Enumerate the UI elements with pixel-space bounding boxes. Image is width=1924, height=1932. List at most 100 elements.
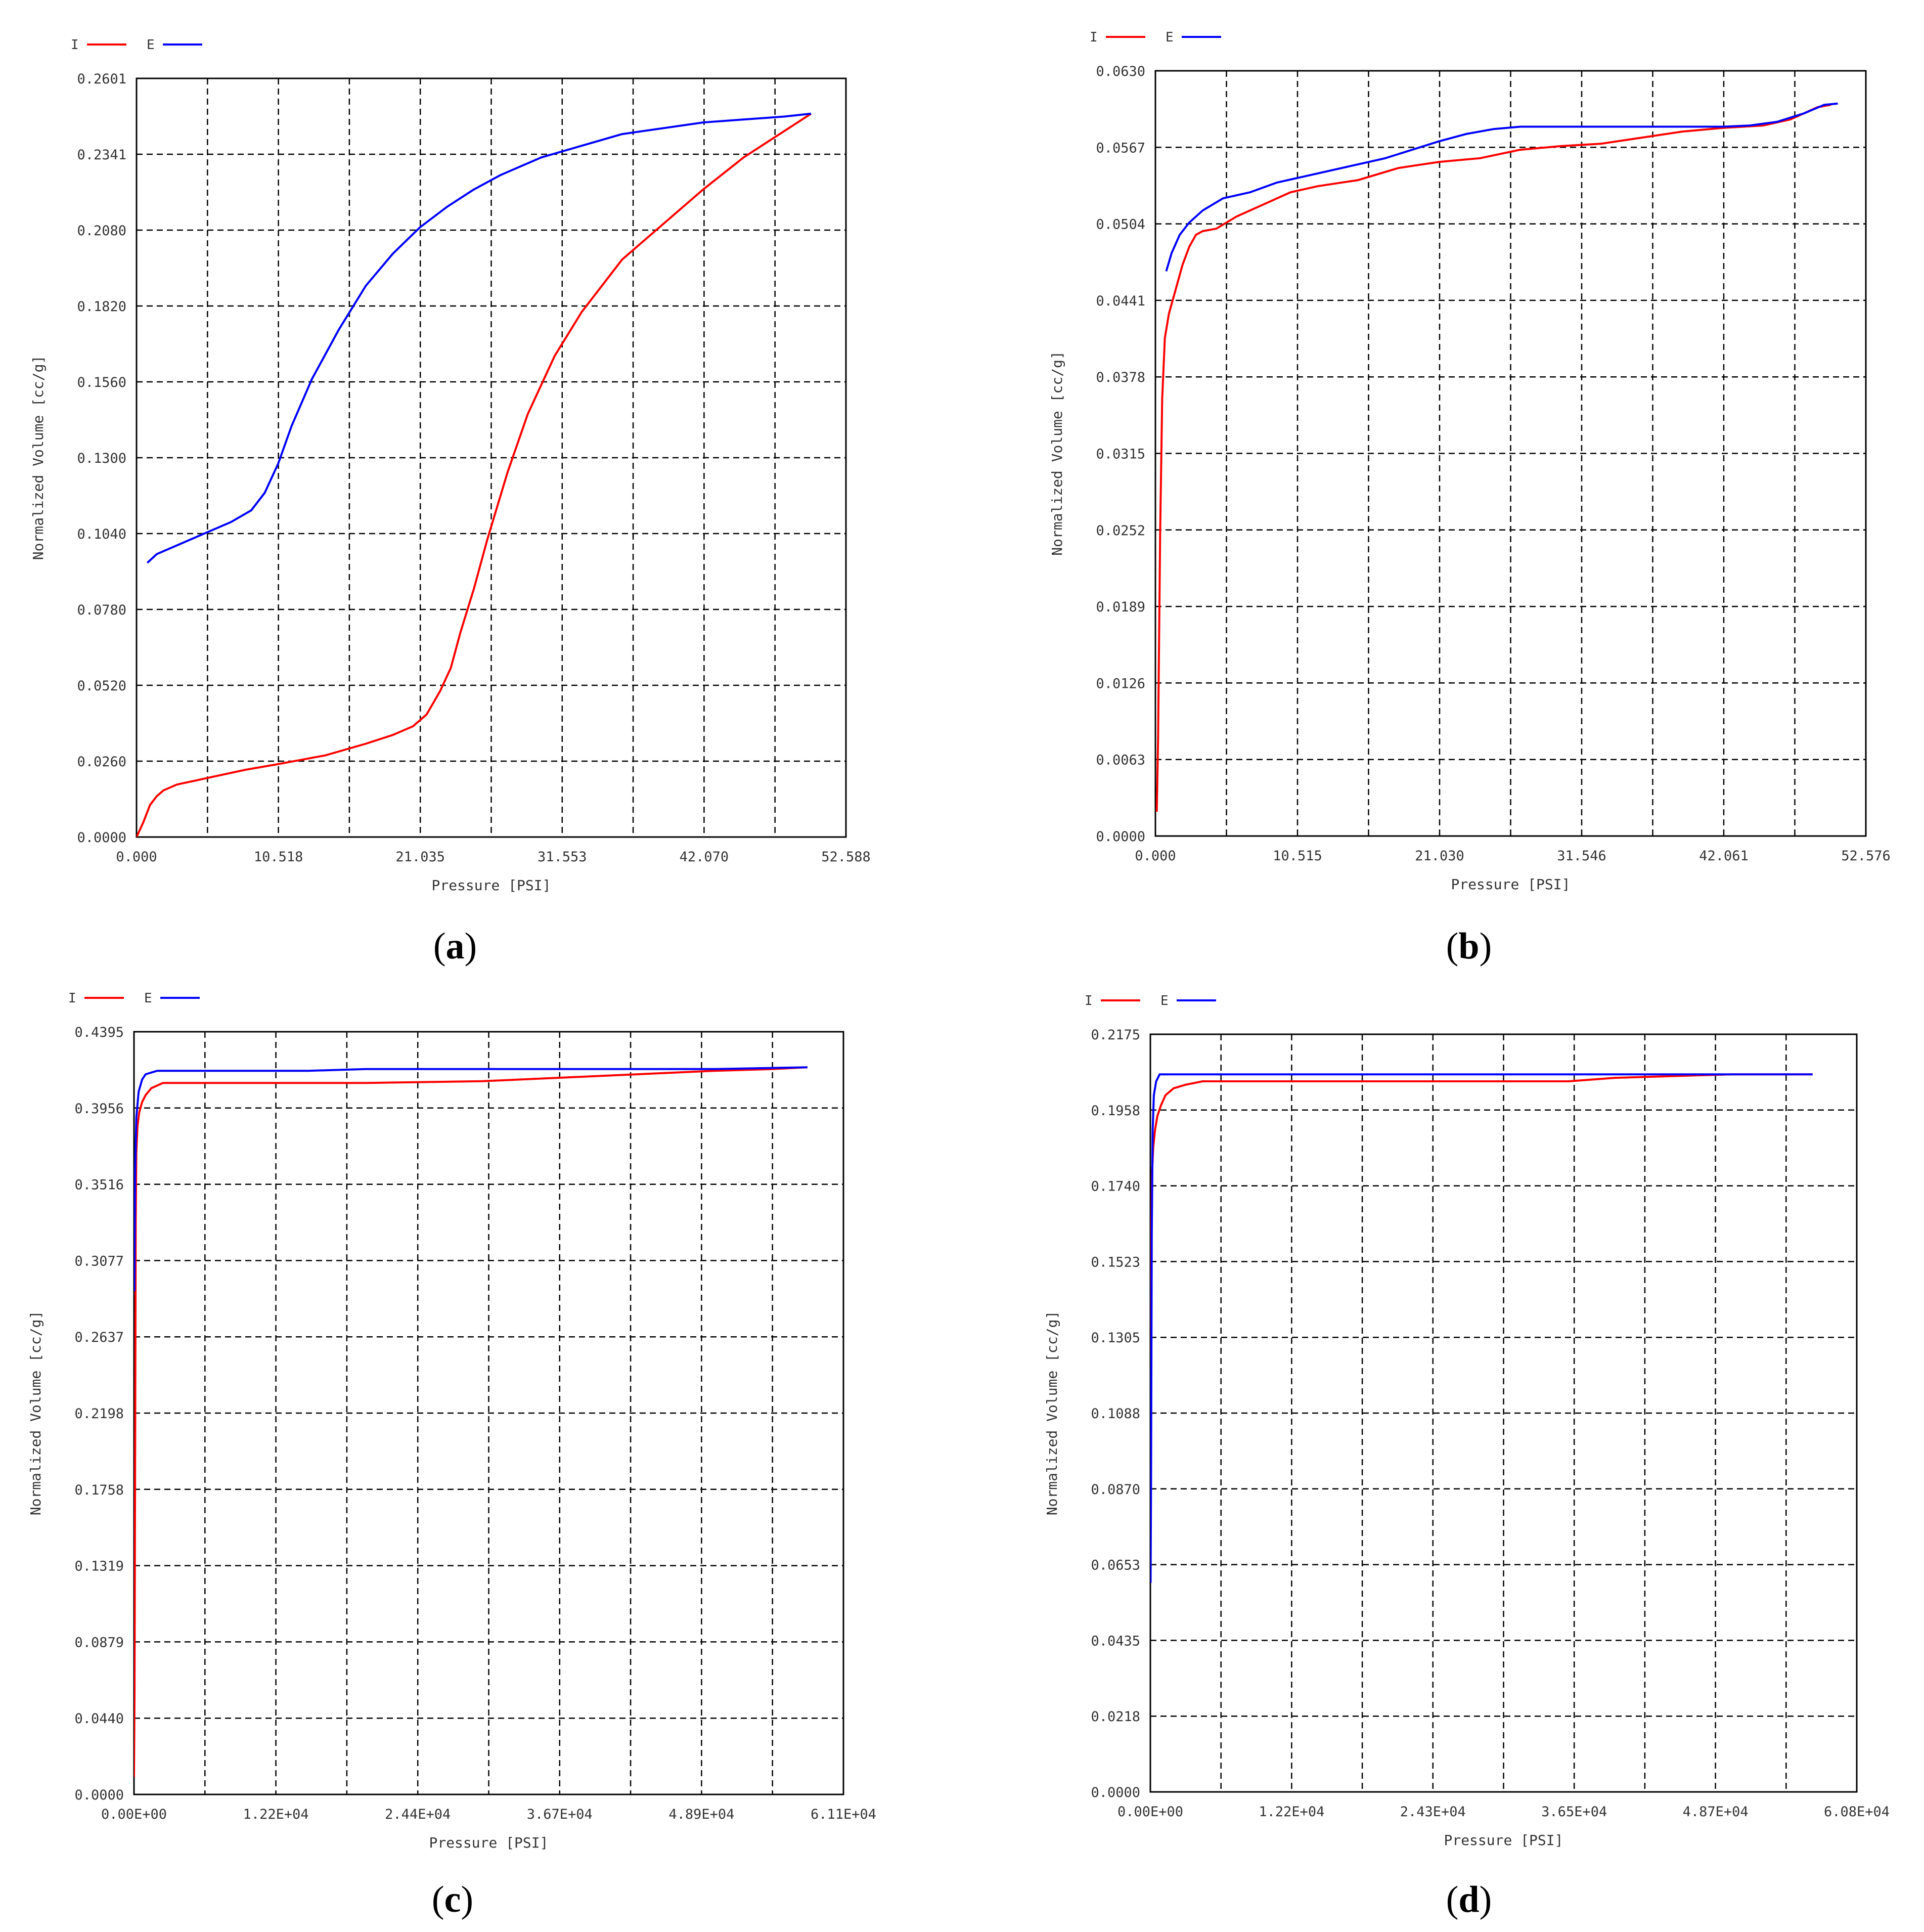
x-tick-label: 1.22E+04 — [1259, 1804, 1324, 1820]
x-tick-label: 0.00E+00 — [1117, 1804, 1183, 1820]
panel-b: 0.0000 0.0063 0.0126 0.0189 0.0252 0.0315 0.03… — [1049, 30, 1891, 967]
x-axis-title: Pressure [PSI] — [429, 1834, 548, 1851]
panel-c: 0.0000 0.0440 0.0879 0.1319 0.1758 0.2198 0.26… — [27, 991, 876, 1920]
y-tick-label: 0.1300 — [77, 451, 126, 466]
y-tick-label: 0.1758 — [74, 1482, 124, 1498]
x-tick-label: 0.00E+00 — [101, 1807, 167, 1822]
y-tick-label: 0.2637 — [74, 1330, 124, 1345]
x-tick-label: 52.576 — [1841, 848, 1891, 864]
y-tick-label: 0.0252 — [1096, 523, 1145, 539]
legend-label: I — [71, 37, 79, 53]
y-tick-label: 0.0879 — [74, 1635, 124, 1650]
y-tick-label: 0.1560 — [77, 375, 126, 390]
y-tick-label: 0.3077 — [74, 1253, 124, 1269]
plot-frame — [1154, 70, 1867, 837]
y-tick-label: 0.2341 — [77, 147, 126, 163]
series-line-I — [1150, 1073, 1813, 1583]
y-axis-title: Normalized Volume [cc/g] — [30, 356, 47, 560]
series-line-I — [137, 113, 812, 837]
x-tick-label: 0.000 — [1135, 848, 1176, 864]
y-tick-label: 0.0870 — [1091, 1482, 1140, 1498]
legend-label: E — [147, 37, 155, 53]
x-tick-label: 31.553 — [538, 849, 587, 865]
x-tick-label: 4.89E+04 — [668, 1807, 734, 1822]
y-tick-label: 0.3516 — [74, 1177, 124, 1193]
y-tick-label: 0.1305 — [1091, 1330, 1140, 1346]
x-tick-label: 2.44E+04 — [385, 1807, 451, 1822]
panel-caption: (b) — [1446, 926, 1492, 967]
panel-caption: (a) — [433, 926, 477, 967]
series-line-E — [1165, 102, 1838, 272]
x-tick-label: 3.65E+04 — [1541, 1804, 1607, 1820]
legend-label: I — [1085, 993, 1093, 1008]
y-tick-label: 0.0000 — [77, 830, 126, 846]
series-line-I — [134, 1066, 808, 1777]
y-tick-label: 0.0630 — [1096, 64, 1145, 79]
series-line-E — [134, 1066, 808, 1292]
y-tick-label: 0.0504 — [1096, 217, 1145, 233]
grid-lines — [137, 78, 846, 837]
y-tick-label: 0.0000 — [74, 1787, 124, 1803]
x-tick-label: 21.035 — [395, 849, 445, 865]
series-line-E — [146, 112, 812, 564]
x-tick-label: 42.061 — [1699, 848, 1749, 864]
y-tick-label: 0.0000 — [1096, 829, 1145, 845]
x-tick-label: 31.546 — [1557, 848, 1606, 864]
y-tick-label: 0.1040 — [77, 526, 126, 542]
panel-caption: (d) — [1446, 1879, 1492, 1920]
y-tick-label: 0.2080 — [77, 223, 126, 239]
y-tick-label: 0.0440 — [74, 1711, 124, 1727]
x-tick-label: 6.11E+04 — [811, 1807, 876, 1822]
y-tick-label: 0.0218 — [1091, 1709, 1140, 1725]
y-tick-label: 0.2601 — [77, 71, 126, 87]
legend-label: E — [1166, 30, 1174, 45]
x-tick-label: 1.22E+04 — [243, 1807, 309, 1822]
legend-label: I — [1090, 30, 1098, 45]
legend-label: I — [68, 991, 76, 1006]
grid-lines — [134, 1032, 843, 1794]
y-tick-label: 0.3956 — [74, 1101, 124, 1117]
y-axis-title: Normalized Volume [cc/g] — [27, 1311, 44, 1516]
y-tick-label: 0.0378 — [1096, 370, 1145, 385]
y-tick-label: 0.2175 — [1091, 1027, 1140, 1043]
y-tick-label: 0.1958 — [1091, 1103, 1140, 1119]
y-axis-title: Normalized Volume [cc/g] — [1049, 351, 1065, 556]
y-tick-label: 0.0189 — [1096, 599, 1145, 615]
plot-frame — [136, 77, 847, 838]
panel-a: 0.0000 0.0260 0.0520 0.0780 0.1040 0.1300 0.15… — [30, 37, 871, 967]
grid-lines — [1155, 71, 1866, 836]
y-tick-label: 0.0567 — [1096, 140, 1145, 156]
series-line-E — [1150, 1073, 1813, 1583]
y-axis-title: Normalized Volume [cc/g] — [1044, 1311, 1060, 1516]
y-tick-label: 0.2198 — [74, 1406, 124, 1422]
x-tick-label: 0.000 — [116, 849, 157, 865]
x-tick-label: 6.08E+04 — [1824, 1804, 1890, 1820]
y-tick-label: 0.0441 — [1096, 293, 1145, 309]
x-tick-label: 21.030 — [1415, 848, 1464, 864]
x-axis-title: Pressure [PSI] — [431, 877, 551, 894]
y-tick-label: 0.4395 — [74, 1025, 124, 1040]
y-tick-label: 0.0260 — [77, 754, 126, 770]
y-tick-label: 0.0063 — [1096, 753, 1145, 768]
y-tick-label: 0.1820 — [77, 299, 126, 315]
y-tick-label: 0.1523 — [1091, 1254, 1140, 1270]
x-axis-title: Pressure [PSI] — [1444, 1832, 1563, 1849]
grid-lines — [1150, 1034, 1857, 1792]
y-tick-label: 0.0315 — [1096, 447, 1145, 462]
plot-frame — [133, 1031, 844, 1795]
x-tick-label: 42.070 — [680, 849, 729, 865]
y-tick-label: 0.0126 — [1096, 676, 1145, 691]
y-tick-label: 0.0520 — [77, 678, 126, 694]
legend-label: E — [1160, 993, 1169, 1008]
y-tick-label: 0.0780 — [77, 602, 126, 618]
panel-d: 0.0000 0.0218 0.0435 0.0653 0.0870 0.1088 0.13… — [1044, 993, 1890, 1920]
x-tick-label: 4.87E+04 — [1683, 1804, 1749, 1820]
series-line-I — [1155, 104, 1831, 812]
x-tick-label: 52.588 — [821, 849, 871, 865]
y-tick-label: 0.1740 — [1091, 1179, 1140, 1195]
